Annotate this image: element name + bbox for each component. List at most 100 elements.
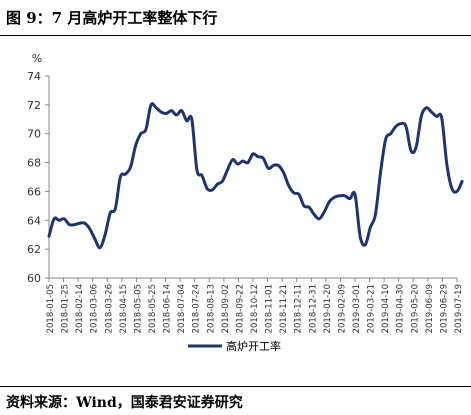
data-point	[129, 165, 132, 169]
data-point	[282, 171, 285, 174]
data-point	[409, 149, 413, 153]
legend-label: 高炉开工率	[226, 339, 281, 353]
data-point	[63, 217, 66, 220]
x-tick-label: 2018-11-01	[265, 284, 275, 333]
title-divider	[0, 35, 471, 36]
data-point	[323, 210, 326, 213]
x-tick-label: 2019-05-20	[410, 284, 420, 333]
y-tick-label: 60	[27, 272, 41, 285]
x-tick-label: 2018-04-15	[119, 284, 129, 333]
y-tick-label: 66	[27, 185, 41, 198]
data-point	[430, 110, 433, 114]
y-ticks-group: 60 62 64 66 68 70 72 74	[27, 70, 49, 285]
data-point	[379, 171, 382, 174]
data-point	[399, 122, 403, 125]
data-point	[246, 161, 250, 164]
x-tick-label: 2018-06-14	[163, 284, 173, 333]
y-tick-label: 74	[27, 70, 41, 83]
data-point	[52, 217, 56, 220]
data-point	[221, 180, 224, 183]
data-point	[297, 193, 301, 196]
data-point	[251, 152, 255, 156]
data-point	[165, 112, 168, 115]
x-tick-label: 2018-01-05	[46, 284, 56, 333]
y-tick-label: 64	[27, 214, 41, 227]
data-point	[180, 109, 183, 112]
data-point	[160, 110, 163, 114]
source-note: 资料来源：Wind，国泰君安证券研究	[6, 395, 243, 411]
data-point	[425, 106, 428, 109]
data-point	[267, 167, 270, 170]
x-tick-label: 2019-04-10	[381, 284, 391, 333]
data-point	[124, 172, 127, 176]
data-point	[338, 194, 341, 197]
source-divider	[0, 386, 471, 387]
x-tick-label: 2019-07-19	[454, 284, 464, 333]
figure-title: 图 9：7 月高炉开工率整体下行	[6, 9, 218, 27]
data-point	[256, 155, 260, 158]
data-point	[262, 157, 265, 160]
data-point	[302, 204, 306, 208]
data-point	[93, 237, 97, 241]
x-tick-label: 2018-07-24	[192, 284, 202, 333]
data-point	[384, 138, 387, 141]
x-tick-label: 2018-09-22	[235, 284, 245, 333]
data-point	[369, 226, 372, 229]
data-point	[292, 191, 295, 195]
data-point	[185, 119, 188, 122]
data-point	[420, 115, 423, 118]
data-point	[175, 113, 178, 117]
data-point	[109, 211, 112, 215]
data-point	[343, 194, 346, 197]
data-point	[200, 174, 204, 177]
x-tick-label: 2019-06-29	[439, 284, 449, 333]
data-point	[47, 235, 51, 238]
data-point	[353, 193, 357, 196]
x-tick-label: 2019-04-30	[396, 284, 406, 333]
data-point	[139, 132, 142, 135]
data-point	[455, 190, 459, 193]
data-point	[277, 164, 280, 167]
axes-group	[48, 76, 457, 279]
data-point	[98, 246, 102, 249]
x-tick-label: 2019-01-20	[323, 284, 333, 333]
data-point	[374, 213, 377, 216]
y-tick-label: 62	[27, 243, 41, 256]
data-point	[287, 184, 290, 187]
data-point	[389, 132, 392, 135]
data-point	[73, 223, 76, 226]
x-tick-label: 2018-10-12	[250, 284, 260, 333]
data-point	[307, 206, 311, 209]
data-point	[460, 180, 464, 183]
data-point	[435, 115, 438, 118]
data-point	[211, 188, 214, 192]
legend: 高炉开工率	[188, 339, 281, 353]
series-line-blast-furnace-rate	[47, 102, 464, 250]
x-tick-label: 2018-12-31	[308, 284, 318, 333]
data-point	[364, 243, 367, 246]
data-point	[195, 168, 199, 171]
data-point	[333, 196, 336, 199]
data-point	[88, 227, 92, 231]
data-point	[205, 187, 209, 190]
data-point	[348, 197, 352, 200]
data-point	[394, 125, 397, 128]
x-tick-label: 2018-09-02	[221, 284, 231, 333]
data-point	[358, 235, 362, 238]
data-point	[450, 187, 454, 190]
y-tick-label: 72	[27, 99, 41, 112]
x-tick-label: 2018-07-04	[177, 284, 187, 333]
data-point	[103, 233, 107, 236]
data-point	[190, 118, 193, 121]
data-point	[78, 222, 81, 225]
data-point	[272, 164, 275, 167]
data-point	[231, 158, 234, 161]
x-tick-label: 2019-06-09	[425, 284, 435, 333]
x-tick-label: 2018-11-21	[279, 284, 289, 333]
data-point	[404, 125, 408, 128]
data-point	[226, 168, 229, 171]
data-point	[58, 219, 61, 222]
data-point	[144, 128, 148, 131]
x-tick-label: 2018-08-13	[206, 284, 216, 333]
x-tick-label: 2019-03-01	[352, 284, 362, 333]
